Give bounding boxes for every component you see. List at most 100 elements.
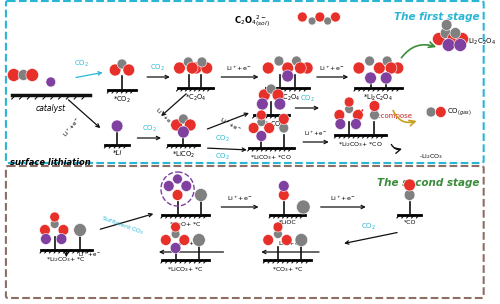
Circle shape [8,68,20,81]
Circle shape [315,12,324,22]
Text: *CO$_3$+ *C: *CO$_3$+ *C [272,265,304,274]
Text: *Li$_2$CO$_3$+ *C: *Li$_2$CO$_3$+ *C [46,255,86,264]
Text: *LiOC: *LiOC [279,220,296,225]
Text: *CO: *CO [404,220,416,225]
Text: *CO$_2$: *CO$_2$ [113,95,131,105]
Circle shape [302,62,313,74]
Circle shape [330,12,340,22]
Circle shape [442,39,455,51]
Circle shape [117,59,127,69]
Circle shape [201,62,212,74]
Circle shape [264,123,274,133]
Circle shape [46,77,56,87]
Text: Li$^+$+e$^-$: Li$^+$+e$^-$ [226,64,252,73]
Circle shape [432,33,445,46]
Circle shape [181,181,192,192]
Circle shape [292,56,302,66]
Text: Li$^+$+e$^-$: Li$^+$+e$^-$ [178,239,204,248]
Text: CO$_2$: CO$_2$ [74,59,90,69]
Text: C$_2$O$_4$$^{2-}_{(sol)}$: C$_2$O$_4$$^{2-}_{(sol)}$ [234,14,270,30]
Circle shape [111,120,123,132]
Circle shape [279,123,288,133]
Text: CO$_2$: CO$_2$ [142,124,157,134]
Text: Li$^+$+e$^-$: Li$^+$+e$^-$ [278,239,303,248]
Circle shape [258,89,270,101]
Text: *LiCO$_3$+ *C: *LiCO$_3$+ *C [167,265,204,274]
Circle shape [385,62,397,74]
Circle shape [171,230,180,239]
Text: -Li$_2$CO$_3$: -Li$_2$CO$_3$ [420,152,444,161]
Circle shape [335,119,345,130]
Text: Li$^+$+e$^-$: Li$^+$+e$^-$ [152,106,175,129]
Circle shape [370,110,380,120]
Circle shape [257,118,266,126]
Circle shape [50,219,59,229]
Circle shape [123,64,134,76]
Circle shape [324,17,332,25]
Text: *Li: *Li [112,150,122,156]
Text: CO$_2$: CO$_2$ [361,222,376,232]
Circle shape [110,64,121,76]
Circle shape [278,189,289,201]
Circle shape [178,126,189,138]
Circle shape [404,179,415,191]
Text: The second stage: The second stage [378,178,480,188]
Text: The first stage: The first stage [394,12,480,22]
Circle shape [282,70,294,82]
Text: Li$^+$+e$^-$: Li$^+$+e$^-$ [62,116,83,140]
Circle shape [40,233,52,244]
Circle shape [160,234,171,246]
Circle shape [178,114,188,124]
Circle shape [274,230,282,239]
Circle shape [353,62,364,74]
Circle shape [404,189,415,201]
Text: Sufficient CO$_2$: Sufficient CO$_2$ [100,214,146,238]
Circle shape [364,72,376,84]
Text: Li$^+$+e$^-$: Li$^+$+e$^-$ [318,64,344,73]
Circle shape [442,19,452,30]
Circle shape [190,62,202,74]
Text: *Li$_2$C$_2$O$_4$: *Li$_2$C$_2$O$_4$ [364,93,394,103]
Text: Li$^+$+e$^-$: Li$^+$+e$^-$ [330,194,356,203]
Circle shape [454,39,466,51]
Circle shape [174,62,186,74]
Text: Li$^+$+e$^-$: Li$^+$+e$^-$ [304,129,328,138]
Circle shape [256,130,266,141]
Circle shape [263,234,274,246]
Text: Li$^+$+e$^-$: Li$^+$+e$^-$ [218,115,242,134]
Text: *LiCO$_2$: *LiCO$_2$ [172,150,195,160]
Circle shape [450,27,461,39]
Circle shape [170,243,181,254]
Circle shape [248,123,259,133]
Circle shape [26,68,38,81]
Circle shape [256,110,266,120]
Circle shape [334,109,344,120]
Circle shape [440,27,451,39]
Circle shape [186,62,198,74]
Text: Li$^+$+e$^-$: Li$^+$+e$^-$ [78,250,101,259]
Circle shape [374,62,385,74]
Circle shape [274,98,285,110]
Circle shape [194,188,207,202]
Text: *Li$_2$CO$_3$+ *CO: *Li$_2$CO$_3$+ *CO [338,140,384,149]
Circle shape [344,97,354,107]
Circle shape [364,56,374,66]
Text: Li$^+$+e$^-$: Li$^+$+e$^-$ [227,194,253,203]
Circle shape [426,107,436,117]
Circle shape [192,233,205,247]
Circle shape [50,212,59,222]
Circle shape [295,233,308,247]
Text: *Li$_2$CO$_2$: *Li$_2$CO$_2$ [258,120,284,130]
Circle shape [447,33,460,46]
Circle shape [456,33,468,46]
Circle shape [352,109,364,120]
Circle shape [278,113,289,125]
Text: *LiCO$_3$+ *CO: *LiCO$_3$+ *CO [250,153,292,162]
Text: CO$_2$: CO$_2$ [215,152,230,162]
Circle shape [369,101,380,112]
Circle shape [58,224,69,236]
Circle shape [74,223,86,237]
Circle shape [40,224,50,236]
Circle shape [256,98,268,110]
Circle shape [197,57,207,67]
